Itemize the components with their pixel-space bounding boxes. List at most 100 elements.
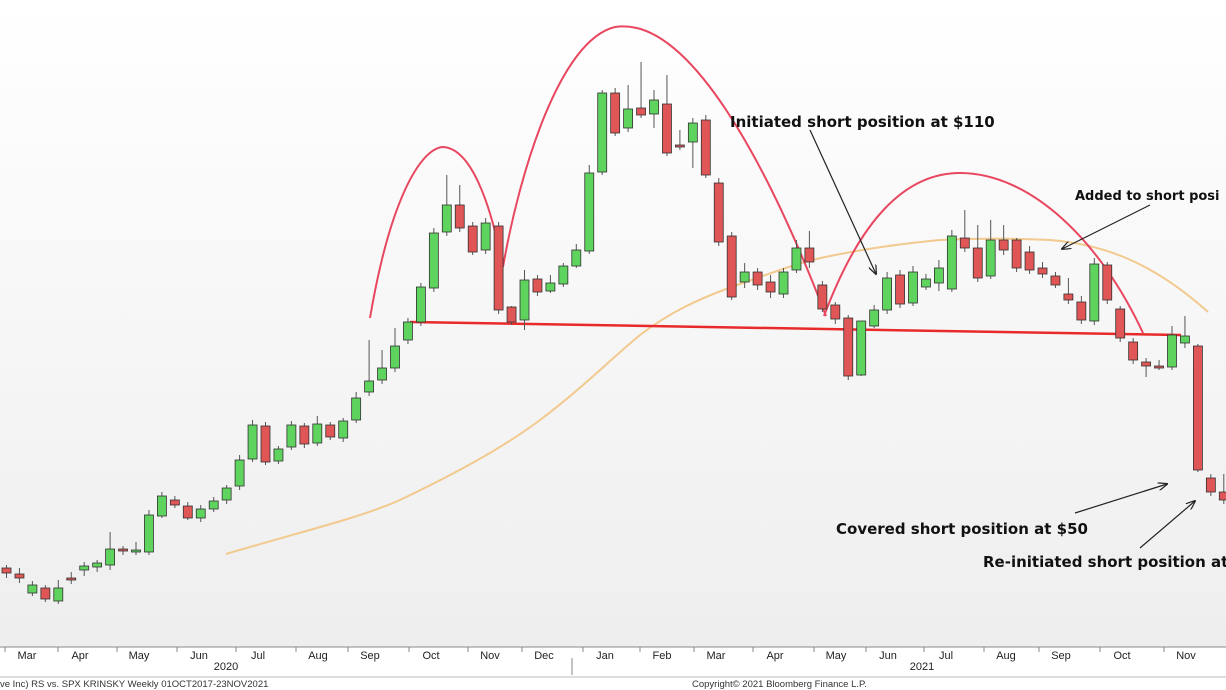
candle-body: [390, 345, 400, 369]
candle-body: [260, 425, 271, 463]
candle-body: [415, 286, 426, 323]
candle-body: [1180, 335, 1190, 344]
candle-body: [558, 265, 569, 285]
candle-body: [428, 232, 439, 289]
candle-body: [830, 304, 841, 320]
candle-body: [1218, 491, 1226, 501]
candle-body: [752, 271, 763, 286]
arrow-added: [1062, 204, 1151, 249]
candle-body: [273, 448, 284, 462]
month-label: Oct: [1113, 650, 1130, 662]
candle-body: [299, 425, 310, 445]
candle-body: [377, 367, 387, 381]
arrow-covered: [1074, 484, 1167, 514]
candle-body: [675, 144, 685, 148]
candle-body: [1089, 263, 1100, 322]
candle-body: [1011, 239, 1022, 269]
candle-body: [454, 204, 465, 229]
candle-body: [726, 235, 737, 298]
arrow-initiated: [809, 129, 876, 274]
candle-body: [66, 577, 77, 581]
candle-body: [972, 247, 983, 279]
candle-body: [467, 225, 478, 253]
candle-body: [403, 321, 413, 341]
month-label: May: [129, 650, 150, 662]
footer-left-text: ve Inc) RS vs. SPX KRINSKY Weekly 01OCT2…: [0, 679, 268, 690]
month-label: Nov: [1176, 650, 1196, 662]
candle-body: [843, 317, 854, 377]
month-label: Apr: [766, 650, 783, 662]
candle-body: [1050, 275, 1061, 286]
candle-body: [156, 495, 167, 517]
candle-body: [234, 459, 245, 487]
month-label: Feb: [653, 650, 672, 662]
candle-body: [1024, 251, 1035, 271]
candle-body: [597, 92, 608, 173]
candle-body: [169, 499, 180, 506]
candle-body: [1063, 293, 1074, 301]
candle-body: [908, 271, 918, 304]
candle-body: [351, 397, 362, 421]
month-label: Jan: [596, 650, 614, 662]
month-label: Mar: [18, 650, 37, 662]
candle-body: [195, 508, 206, 519]
candle-body: [40, 587, 51, 600]
candle-body: [571, 249, 582, 267]
footer-right-text: Copyright© 2021 Bloomberg Finance L.P.: [692, 679, 867, 690]
year-label-2021: 2021: [910, 661, 934, 673]
candle-body: [1154, 365, 1164, 369]
month-label: Dec: [534, 650, 554, 662]
candle-body: [286, 424, 297, 448]
candle-body: [493, 225, 504, 311]
candle-body: [882, 277, 892, 311]
candle-body: [610, 92, 621, 134]
annotation-initiated: Initiated short position at $110: [730, 113, 995, 131]
candle-body: [480, 222, 491, 251]
candle-body: [1115, 308, 1126, 339]
month-label: Mar: [707, 650, 726, 662]
month-ticks: Mar Apr May Jun Jul Aug Sep Oct Nov Dec Jan Feb Mar A…: [4, 647, 1196, 662]
candle-body: [208, 500, 219, 510]
candle-body: [946, 235, 957, 290]
month-label: Jun: [879, 650, 897, 662]
candle-body: [636, 107, 646, 116]
candle-body: [649, 99, 659, 115]
candle-body: [739, 271, 750, 283]
month-label: May: [826, 650, 847, 662]
month-label: Sep: [360, 650, 380, 662]
candle-body: [506, 306, 517, 323]
neckline: [409, 320, 1182, 337]
month-label: Sep: [1051, 650, 1071, 662]
candle-body: [312, 423, 323, 444]
month-label: Jul: [939, 650, 953, 662]
candle-body: [662, 103, 672, 154]
candle-body: [1167, 334, 1177, 368]
candle-body: [1205, 477, 1216, 493]
candle-body: [441, 204, 452, 233]
annotation-covered: Covered short position at $50: [836, 520, 1088, 538]
candle-body: [105, 548, 115, 566]
annotation-added: Added to short posi: [1075, 189, 1220, 204]
candle-body: [895, 274, 905, 305]
candle-body: [1141, 361, 1151, 367]
head-arc: [502, 25, 827, 317]
candle-body: [1102, 264, 1113, 301]
candle-body: [856, 320, 867, 376]
arrow-reinitiated: [1139, 501, 1195, 549]
month-label: Aug: [308, 650, 328, 662]
candle-body: [623, 108, 633, 129]
candle-body: [364, 380, 375, 393]
candle-body: [144, 514, 154, 553]
candle-body: [53, 587, 64, 602]
candle-body: [804, 247, 815, 263]
candle-body: [921, 278, 931, 288]
month-label: Jul: [251, 650, 265, 662]
candle-body: [532, 278, 543, 293]
candle-body: [934, 267, 944, 284]
candle-body: [1193, 345, 1203, 471]
candle-body: [1037, 267, 1048, 275]
candle-body: [985, 239, 996, 277]
candle-body: [14, 573, 25, 579]
